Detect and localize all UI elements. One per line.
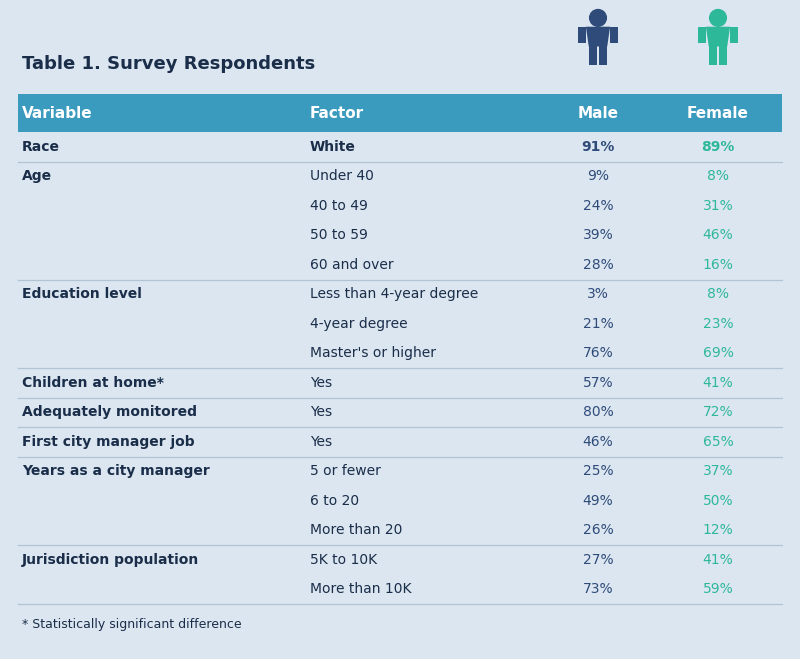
Text: 41%: 41% (702, 376, 734, 389)
Text: 26%: 26% (582, 523, 614, 537)
Text: 49%: 49% (582, 494, 614, 507)
FancyBboxPatch shape (589, 45, 597, 65)
FancyBboxPatch shape (599, 45, 607, 65)
Text: Yes: Yes (310, 405, 332, 419)
Text: 60 and over: 60 and over (310, 258, 394, 272)
Text: 46%: 46% (702, 228, 734, 243)
Text: 89%: 89% (702, 140, 734, 154)
Text: Adequately monitored: Adequately monitored (22, 405, 197, 419)
Circle shape (590, 9, 606, 26)
Text: Education level: Education level (22, 287, 142, 301)
Text: Yes: Yes (310, 435, 332, 449)
Text: 40 to 49: 40 to 49 (310, 199, 368, 213)
Text: 6 to 20: 6 to 20 (310, 494, 359, 507)
Text: Age: Age (22, 169, 52, 183)
Text: 4-year degree: 4-year degree (310, 317, 408, 331)
FancyBboxPatch shape (730, 28, 738, 43)
Text: Master's or higher: Master's or higher (310, 346, 436, 360)
Text: 37%: 37% (702, 464, 734, 478)
Text: Male: Male (578, 105, 618, 121)
Text: 69%: 69% (702, 346, 734, 360)
Text: 5 or fewer: 5 or fewer (310, 464, 381, 478)
Text: 21%: 21% (582, 317, 614, 331)
Text: Children at home*: Children at home* (22, 376, 164, 389)
Text: 31%: 31% (702, 199, 734, 213)
Text: 16%: 16% (702, 258, 734, 272)
Text: 41%: 41% (702, 553, 734, 567)
Text: White: White (310, 140, 356, 154)
Text: 80%: 80% (582, 405, 614, 419)
Text: 76%: 76% (582, 346, 614, 360)
Text: Table 1. Survey Respondents: Table 1. Survey Respondents (22, 55, 315, 73)
Text: 8%: 8% (707, 169, 729, 183)
Text: * Statistically significant difference: * Statistically significant difference (22, 618, 242, 631)
Text: 91%: 91% (582, 140, 614, 154)
Text: First city manager job: First city manager job (22, 435, 194, 449)
FancyBboxPatch shape (578, 28, 586, 43)
Text: 5K to 10K: 5K to 10K (310, 553, 377, 567)
Text: 28%: 28% (582, 258, 614, 272)
Text: 25%: 25% (582, 464, 614, 478)
FancyBboxPatch shape (18, 94, 782, 132)
FancyBboxPatch shape (610, 28, 618, 43)
Text: Race: Race (22, 140, 60, 154)
Text: 50 to 59: 50 to 59 (310, 228, 368, 243)
FancyBboxPatch shape (719, 45, 727, 65)
FancyBboxPatch shape (18, 0, 782, 94)
FancyBboxPatch shape (698, 28, 706, 43)
Text: 9%: 9% (587, 169, 609, 183)
Text: More than 10K: More than 10K (310, 583, 411, 596)
Text: More than 20: More than 20 (310, 523, 402, 537)
Polygon shape (586, 27, 610, 47)
Text: Less than 4-year degree: Less than 4-year degree (310, 287, 478, 301)
Text: Female: Female (687, 105, 749, 121)
Circle shape (710, 9, 726, 26)
Text: 59%: 59% (702, 583, 734, 596)
Text: 50%: 50% (702, 494, 734, 507)
Text: 24%: 24% (582, 199, 614, 213)
Text: 39%: 39% (582, 228, 614, 243)
Text: 12%: 12% (702, 523, 734, 537)
Text: 27%: 27% (582, 553, 614, 567)
Text: 23%: 23% (702, 317, 734, 331)
Text: 72%: 72% (702, 405, 734, 419)
Text: Jurisdiction population: Jurisdiction population (22, 553, 199, 567)
FancyBboxPatch shape (709, 45, 717, 65)
Text: 65%: 65% (702, 435, 734, 449)
Text: 3%: 3% (587, 287, 609, 301)
Text: 46%: 46% (582, 435, 614, 449)
Text: Variable: Variable (22, 105, 93, 121)
Text: Years as a city manager: Years as a city manager (22, 464, 210, 478)
Polygon shape (706, 27, 730, 47)
Text: Under 40: Under 40 (310, 169, 374, 183)
Text: 8%: 8% (707, 287, 729, 301)
Text: 57%: 57% (582, 376, 614, 389)
Text: 73%: 73% (582, 583, 614, 596)
Text: Factor: Factor (310, 105, 364, 121)
Text: Yes: Yes (310, 376, 332, 389)
